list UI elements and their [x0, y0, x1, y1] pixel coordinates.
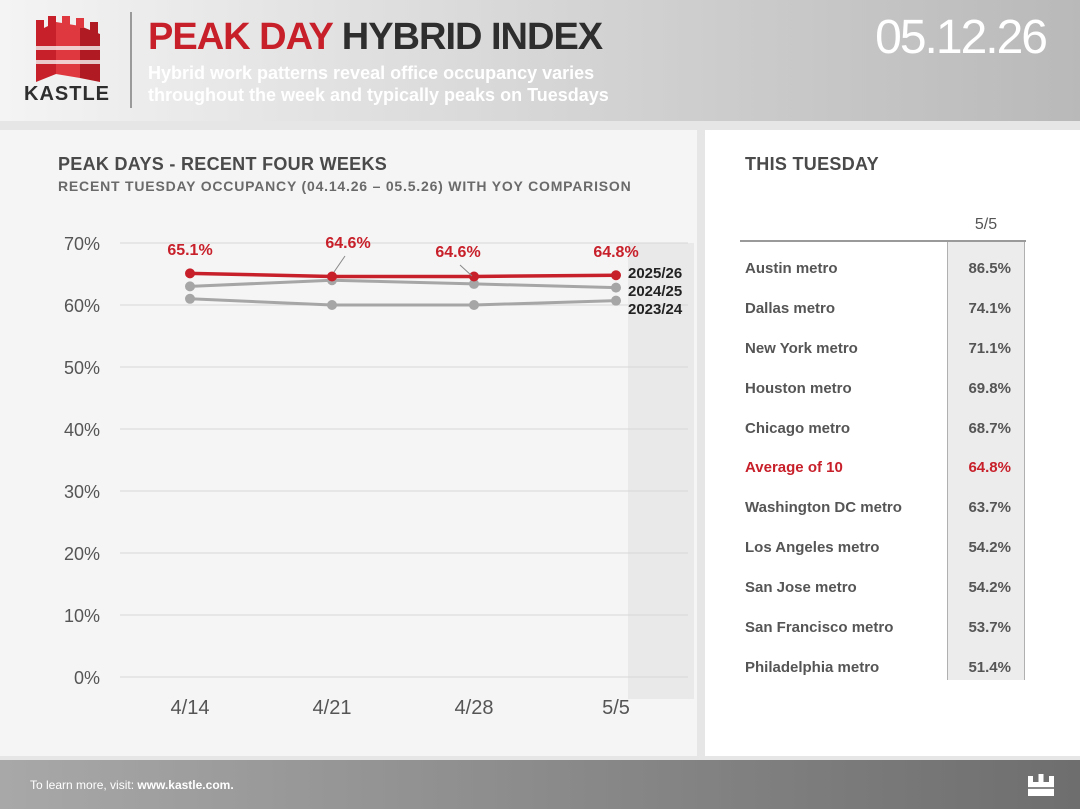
line-chart: 0% 10% 20% 30% 40% 50% 60% 70% 4/14 4/21 4/28 5/5 20… — [64, 234, 694, 719]
header-divider — [130, 12, 132, 108]
metro-name: Los Angeles metro — [745, 539, 880, 557]
data-point — [611, 270, 621, 281]
current-week-band — [628, 243, 694, 699]
metro-row: Los Angeles metro 54.2% — [745, 529, 1015, 569]
table-panel: THIS TUESDAY 5/5 Austin metro 86.5% Dallas… — [705, 130, 1080, 756]
chart-subtitle: RECENT TUESDAY OCCUPANCY (04.14.26 – 05.… — [58, 178, 632, 194]
series-line — [189, 297, 617, 307]
header: KASTLE PEAK DAY HYBRID INDEX Hybrid work… — [0, 0, 1080, 121]
series-name-label: 2024/25 — [628, 283, 682, 300]
data-point — [185, 293, 195, 304]
metro-name: Austin metro — [745, 260, 838, 277]
data-point — [327, 300, 337, 310]
metro-row: San Jose metro 54.2% — [745, 569, 1015, 609]
chart-title: PEAK DAYS - RECENT FOUR WEEKS — [58, 154, 388, 174]
data-label: 65.1% — [167, 242, 212, 259]
series-line — [189, 271, 617, 279]
y-tick-label: 40% — [64, 420, 100, 440]
metro-value: 51.4% — [968, 658, 1011, 676]
data-point — [611, 282, 621, 293]
page-title: PEAK DAY HYBRID INDEX — [148, 16, 603, 59]
metro-row: New York metro 71.1% — [745, 330, 1015, 370]
table-column-header: 5/5 — [974, 216, 998, 233]
y-tick-label: 70% — [64, 234, 100, 254]
label-leader-line — [333, 255, 346, 273]
metro-row: San Francisco metro 53.7% — [745, 609, 1015, 649]
data-point — [327, 271, 337, 282]
data-label: 64.6% — [435, 244, 480, 261]
metro-value: 71.1% — [968, 339, 1011, 357]
metro-name: Philadelphia metro — [745, 658, 880, 676]
logo-text: KASTLE — [24, 83, 110, 105]
metro-name: New York metro — [745, 339, 858, 357]
metro-value: 63.7% — [968, 499, 1011, 517]
data-point — [611, 295, 621, 306]
data-point — [185, 268, 195, 279]
report-date: 05.12.26 — [875, 11, 1048, 64]
metro-list: Austin metro 86.5% Dallas metro 74.1% New Yo… — [745, 250, 1015, 689]
metro-name: Dallas metro — [745, 299, 836, 317]
x-tick-label: 4/21 — [313, 697, 352, 719]
footer-link[interactable]: www.kastle.com. — [137, 778, 234, 792]
metro-name: San Jose metro — [745, 579, 857, 597]
metro-row: Chicago metro 68.7% — [745, 410, 1015, 450]
data-point — [185, 281, 195, 292]
metro-value: 64.8% — [968, 459, 1011, 477]
series-name-label: 2025/26 — [628, 265, 682, 282]
metro-row: Austin metro 86.5% — [745, 250, 1015, 290]
series-line — [189, 278, 617, 290]
chart-panel: PEAK DAYS - RECENT FOUR WEEKS RECENT TUE… — [0, 130, 697, 756]
value-column-band — [947, 242, 1025, 680]
y-tick-label: 10% — [64, 606, 100, 626]
y-tick-label: 30% — [64, 482, 100, 502]
metro-row: Philadelphia metro 51.4% — [745, 649, 1015, 689]
metro-name: Chicago metro — [745, 419, 851, 437]
series-name-label: 2023/24 — [628, 301, 683, 318]
data-point — [469, 278, 479, 289]
x-tick-label: 4/14 — [171, 697, 210, 719]
y-tick-label: 0% — [74, 668, 100, 688]
footer-label: To learn more, visit: — [30, 778, 135, 792]
metro-value: 53.7% — [968, 619, 1011, 637]
metro-row: Houston metro 69.8% — [745, 370, 1015, 410]
data-point — [469, 300, 479, 310]
metro-value: 69.8% — [968, 379, 1011, 397]
metro-value: 74.1% — [968, 299, 1011, 317]
footer: To learn more, visit: www.kastle.com. — [0, 760, 1080, 809]
data-label: 64.6% — [325, 235, 370, 252]
y-tick-label: 20% — [64, 544, 100, 564]
metro-value: 54.2% — [968, 539, 1011, 557]
metro-row: Washington DC metro 63.7% — [745, 489, 1015, 529]
footer-text: To learn more, visit: www.kastle.com. — [30, 778, 234, 792]
metro-name: Houston metro — [745, 379, 852, 397]
title-part-red: PEAK DAY — [148, 16, 333, 58]
castle-icon — [1028, 774, 1054, 796]
metro-row: Average of 10 64.8% — [745, 449, 1015, 489]
y-tick-label: 50% — [64, 358, 100, 378]
kastle-logo-icon — [36, 16, 100, 82]
metro-value: 54.2% — [968, 579, 1011, 597]
table-title: THIS TUESDAY — [745, 154, 879, 174]
table-header-rule — [740, 240, 1026, 242]
metro-value: 86.5% — [968, 260, 1011, 277]
x-tick-label: 4/28 — [455, 697, 494, 719]
data-point — [469, 271, 479, 282]
metro-name: San Francisco metro — [745, 619, 894, 637]
metro-value: 68.7% — [968, 419, 1011, 437]
label-leader-line — [459, 264, 473, 277]
metro-row: Dallas metro 74.1% — [745, 290, 1015, 330]
metro-name: Washington DC metro — [745, 499, 902, 517]
title-part-dark: HYBRID INDEX — [341, 16, 603, 58]
metro-name: Average of 10 — [745, 459, 843, 477]
y-tick-label: 60% — [64, 296, 100, 316]
page-subtitle: Hybrid work patterns reveal office occup… — [148, 63, 609, 105]
data-label: 64.8% — [593, 244, 638, 261]
x-tick-label: 5/5 — [602, 697, 630, 719]
